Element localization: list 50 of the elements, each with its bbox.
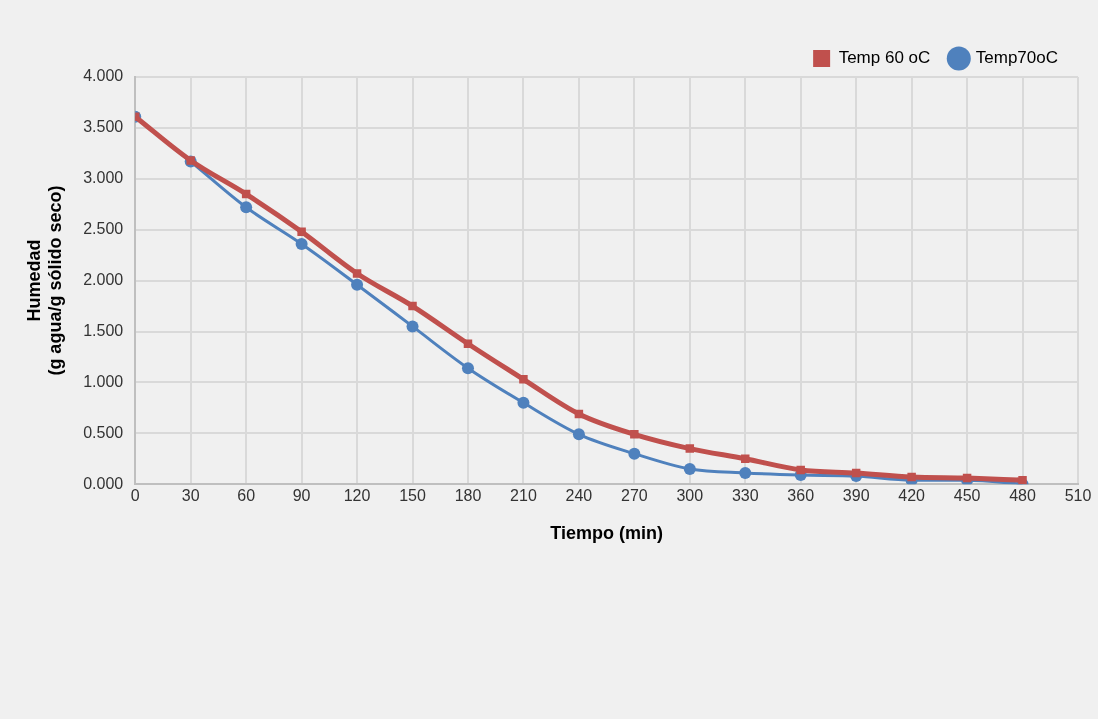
point xyxy=(519,375,528,384)
x-tick-label: 480 xyxy=(1009,487,1036,505)
point xyxy=(408,301,417,311)
y-tick-label: 0.500 xyxy=(83,423,124,441)
point xyxy=(628,447,641,460)
x-tick-label: 300 xyxy=(676,487,704,505)
point xyxy=(630,430,639,439)
x-tick-label: 420 xyxy=(898,487,926,505)
x-tick-label: 390 xyxy=(842,487,870,505)
x-tick-label: 90 xyxy=(292,487,311,505)
point xyxy=(297,227,306,236)
x-tick-label: 450 xyxy=(953,487,981,505)
point xyxy=(741,454,750,463)
y-tick-label: 1.000 xyxy=(83,372,124,390)
point xyxy=(572,428,585,441)
point xyxy=(351,278,364,291)
x-tick-label: 120 xyxy=(343,487,371,505)
point xyxy=(685,444,695,453)
point xyxy=(739,467,752,479)
x-axis-title: Tiempo (min) xyxy=(550,523,663,544)
point xyxy=(683,462,696,475)
y-tick-label: 4.000 xyxy=(83,67,124,85)
x-tick-label: 180 xyxy=(454,487,482,505)
point xyxy=(240,201,253,214)
legend-label: Temp 60 oC xyxy=(838,48,931,68)
y-tick-label: 0.000 xyxy=(83,474,124,492)
point xyxy=(461,362,474,375)
point xyxy=(517,396,530,409)
y-tick-label: 2.500 xyxy=(83,220,124,238)
x-tick-label: 0 xyxy=(130,487,140,505)
y-tick-label: 3.500 xyxy=(83,118,124,136)
y-tick-label: 1.500 xyxy=(83,321,124,339)
point xyxy=(406,320,419,333)
legend-label: Temp70oC xyxy=(975,48,1059,68)
x-tick-label: 150 xyxy=(399,487,426,505)
x-tick-label: 30 xyxy=(181,487,200,505)
point xyxy=(352,269,362,278)
point xyxy=(796,465,805,475)
point xyxy=(295,237,308,250)
x-tick-label: 360 xyxy=(787,487,815,505)
x-tick-label: 510 xyxy=(1064,487,1092,505)
x-tick-label: 270 xyxy=(621,487,648,505)
x-tick-label: 210 xyxy=(510,487,537,505)
y-tick-label: 3.000 xyxy=(83,169,124,187)
x-tick-label: 330 xyxy=(731,487,759,505)
x-tick-label: 60 xyxy=(237,487,256,505)
y-axis-title: Humedad (g agua/g sólido seco) xyxy=(23,185,66,376)
x-tick-label: 240 xyxy=(565,487,593,505)
point xyxy=(463,339,473,348)
y-tick-label: 2.000 xyxy=(83,271,124,289)
